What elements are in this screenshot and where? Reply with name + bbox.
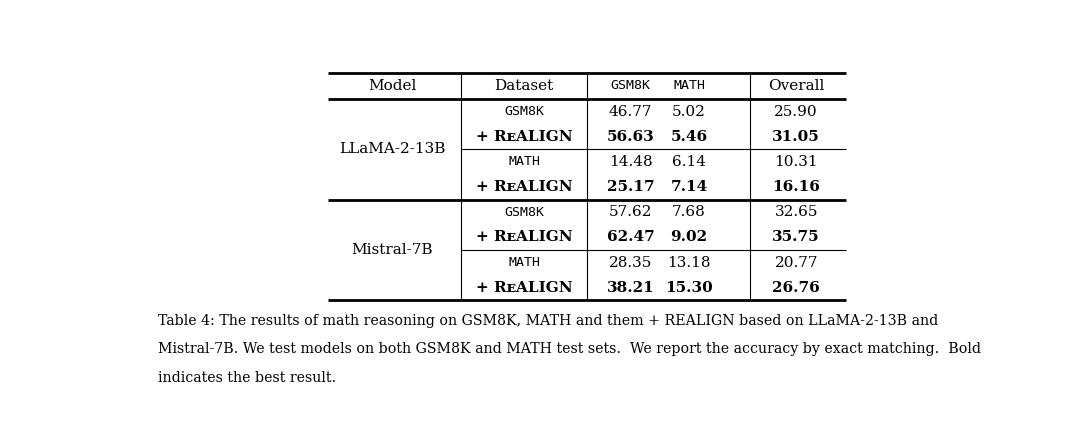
- Text: 57.62: 57.62: [609, 205, 652, 219]
- Text: 31.05: 31.05: [772, 129, 820, 144]
- Text: 15.30: 15.30: [665, 281, 713, 295]
- Text: 9.02: 9.02: [671, 230, 707, 245]
- Text: 10.31: 10.31: [774, 155, 818, 169]
- Text: LLaMA-2-13B: LLaMA-2-13B: [339, 142, 445, 156]
- Text: 16.16: 16.16: [772, 180, 820, 194]
- Text: Overall: Overall: [768, 79, 824, 93]
- Text: GSM8K: GSM8K: [610, 79, 650, 92]
- Text: 28.35: 28.35: [609, 256, 652, 270]
- Text: 5.02: 5.02: [672, 104, 706, 119]
- Text: 46.77: 46.77: [609, 104, 652, 119]
- Text: 13.18: 13.18: [667, 256, 711, 270]
- Text: 7.68: 7.68: [672, 205, 706, 219]
- Text: Model: Model: [368, 79, 416, 93]
- Text: 5.46: 5.46: [671, 129, 707, 144]
- Text: + RᴇALIGN: + RᴇALIGN: [476, 230, 572, 245]
- Text: GSM8K: GSM8K: [504, 206, 544, 219]
- Text: 32.65: 32.65: [774, 205, 818, 219]
- Text: GSM8K: GSM8K: [504, 105, 544, 118]
- Text: Mistral-7B: Mistral-7B: [351, 243, 433, 257]
- Text: 6.14: 6.14: [672, 155, 706, 169]
- Text: 56.63: 56.63: [607, 129, 654, 144]
- Text: Mistral-7B. We test models on both GSM8K and MATH test sets.  We report the accu: Mistral-7B. We test models on both GSM8K…: [159, 342, 982, 357]
- Text: 25.17: 25.17: [607, 180, 654, 194]
- Text: indicates the best result.: indicates the best result.: [159, 371, 337, 385]
- Text: + RᴇALIGN: + RᴇALIGN: [476, 281, 572, 295]
- Text: 25.90: 25.90: [774, 104, 818, 119]
- Text: 62.47: 62.47: [607, 230, 654, 245]
- Text: MATH: MATH: [509, 155, 540, 168]
- Text: 20.77: 20.77: [774, 256, 818, 270]
- Text: MATH: MATH: [673, 79, 705, 92]
- Text: + RᴇALIGN: + RᴇALIGN: [476, 129, 572, 144]
- Text: 14.48: 14.48: [609, 155, 652, 169]
- Text: 35.75: 35.75: [772, 230, 820, 245]
- Text: 26.76: 26.76: [772, 281, 820, 295]
- Text: 7.14: 7.14: [671, 180, 707, 194]
- Text: Dataset: Dataset: [495, 79, 554, 93]
- Text: + RᴇALIGN: + RᴇALIGN: [476, 180, 572, 194]
- Text: 38.21: 38.21: [607, 281, 654, 295]
- Text: Table 4: The results of math reasoning on GSM8K, MATH and them + REALIGN based o: Table 4: The results of math reasoning o…: [159, 314, 939, 328]
- Text: MATH: MATH: [509, 256, 540, 269]
